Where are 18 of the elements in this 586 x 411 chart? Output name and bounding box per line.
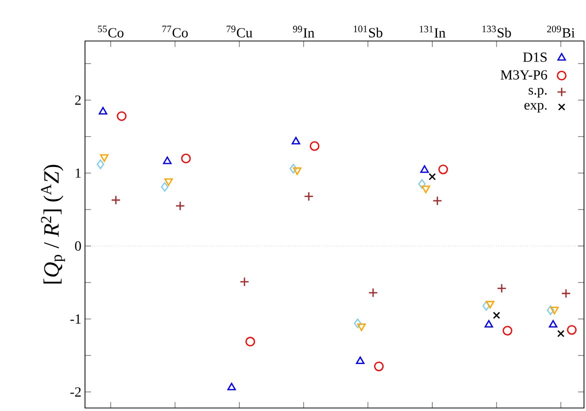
x-tick-label: $^{99}$In (293, 26, 314, 38)
y-tick-label: 1 (76, 168, 81, 178)
x-tick-label: $^{133}$Sb (482, 26, 511, 38)
y-tick-label: 2 (75, 95, 81, 105)
x-tick-label: $^{79}$Cu (226, 26, 252, 38)
x-tick-label: $^{131}$In (420, 26, 446, 38)
y-tick-label: -2 (70, 387, 81, 397)
legend-label: exp. (524, 102, 547, 113)
x-tick-label: $^{209}$Bi (547, 26, 575, 38)
legend-label: M3Y-P6 (500, 70, 548, 80)
legend-label: D1S (523, 52, 547, 62)
text: [Q$_{p}$ / R$^{2}$] ($^{A}$Z) (40, 164, 66, 284)
x-tick-label: $^{55}$Co (98, 26, 124, 38)
x-tick-label: $^{77}$Co (162, 26, 188, 38)
y-tick-label: 0 (75, 241, 81, 251)
legend-label: s.p. (528, 88, 547, 98)
y-tick-label: -1 (70, 314, 81, 324)
x-tick-label: $^{101}$Sb (354, 26, 382, 38)
